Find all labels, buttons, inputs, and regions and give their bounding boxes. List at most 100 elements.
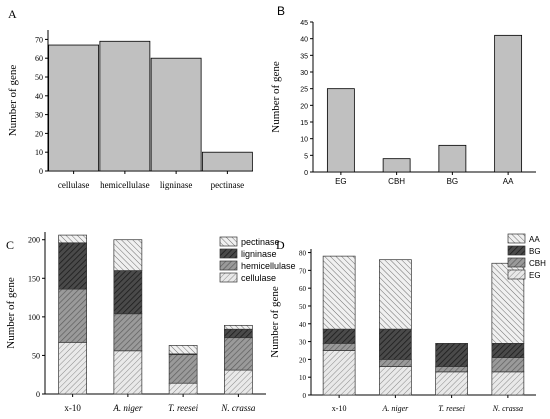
bar-segment-bg [491,343,525,358]
y-tick-label: 40 [35,92,43,101]
legend-label: ligninase [241,249,277,259]
bar [326,88,355,173]
y-tick-label: 20 [35,129,43,138]
legend-label: cellulase [241,273,276,283]
legend-label: CBH [529,259,546,268]
x-tick-label: cellulase [58,180,89,190]
y-tick-label: 60 [299,285,307,293]
legend-label: hemicellulase [241,261,296,271]
bar-segment-hemicellulase [113,313,143,352]
x-tick-label: ligninase [160,180,193,190]
y-tick-label: 10 [299,374,307,382]
bar-segment-eg [322,350,356,396]
bar-segment-ligninase [224,328,253,339]
panel-label: A [8,7,17,21]
bar-segment-aa [322,255,356,330]
x-tick-label: A. niger [381,404,409,413]
y-tick-label: 25 [300,87,308,94]
x-tick-label: N. crassa [492,404,523,413]
chart-panel-d: D 0 10 20 30 40 50 60 70 80 Number of gene x-10 A. n… [269,233,546,413]
bar-segment-pectinase [58,234,87,244]
bar-segment-ligninase [58,242,87,290]
bar-segment-eg [491,371,525,396]
bar [382,158,411,173]
panel-label: D [276,238,285,252]
y-axis-label: Number of gene [5,277,17,349]
bar-segment-cellulase [113,350,143,395]
x-tick-label: pectinase [211,180,244,190]
y-tick-label: 0 [304,170,308,177]
y-axis-label: Number of gene [7,65,19,137]
y-tick-label: 15 [300,120,308,127]
y-tick-label: 5 [304,153,308,160]
y-tick-label: 30 [35,111,43,120]
legend-label: AA [529,235,540,244]
legend-swatch [507,245,526,256]
y-axis-label: Number of gene [270,61,282,133]
legend-swatch [219,272,238,283]
y-tick-label: 200 [28,236,40,245]
y-tick-label: 70 [35,35,43,44]
bar-segment-cbh [491,357,525,373]
x-tick-label: hemicellulase [100,180,149,190]
bar-segment-hemicellulase [224,337,253,371]
bar [48,44,100,172]
y-tick-label: 50 [32,351,40,360]
y-tick-label: 20 [299,356,307,364]
y-tick-label: 0 [303,392,307,400]
bar-segment-pectinase [224,324,253,330]
y-tick-label: 35 [300,53,308,60]
y-tick-label: 10 [300,137,308,144]
y-tick-label: 45 [300,20,308,27]
legend-swatch [219,260,238,271]
bar-segment-bg [435,343,468,367]
bar [438,144,467,173]
bar-segment-cbh [379,359,412,367]
legend-label: EG [529,271,541,280]
y-tick-label: 10 [35,148,43,157]
bar-segment-ligninase [113,270,143,315]
y-tick-label: 40 [300,37,308,44]
bar-segment-eg [379,366,412,396]
x-tick-label: x-10 [332,404,347,413]
legend-swatch [507,233,526,244]
legend-swatch [507,269,526,280]
bar-segment-aa [379,259,412,330]
x-tick-label: BG [447,177,459,186]
bar-segment-cellulase [58,341,87,395]
bar-segment-hemicellulase [168,354,198,384]
y-tick-label: 80 [299,250,307,258]
bar [99,40,151,172]
y-tick-label: 30 [299,339,307,347]
x-tick-label: A. niger [112,403,142,413]
y-tick-label: 0 [36,390,40,399]
bar-segment-bg [379,328,412,360]
legend-swatch [219,236,238,247]
chart-panel-c: C 0 50 100 150 200 Number of gene x-10 A. niger T… [5,232,296,413]
legend-swatch [507,257,526,268]
bar [494,34,523,173]
legend-swatch [219,248,238,259]
bar-segment-cbh [435,366,468,373]
y-tick-label: 30 [300,70,308,77]
panel-label: C [6,238,14,252]
bar-segment-cellulase [224,369,253,395]
x-tick-label: AA [503,177,514,186]
bar-segment-cellulase [168,382,198,395]
bar-segment-hemicellulase [58,288,87,343]
y-tick-label: 70 [299,267,307,275]
x-tick-label: x-10 [64,403,81,413]
bar-segment-cbh [322,343,356,351]
legend-label: pectinase [241,237,280,247]
y-tick-label: 20 [300,103,308,110]
y-tick-label: 50 [35,73,43,82]
chart-panel-a: A 0 10 20 30 40 50 60 70 Number of gene cellulase h… [7,7,253,190]
y-tick-label: 50 [299,303,307,311]
x-tick-label: N. crassa [220,403,256,413]
bar-segment-pectinase [168,345,198,355]
bar-segment-bg [322,328,356,344]
bar-segment-pectinase [113,239,143,271]
y-tick-label: 60 [35,54,43,63]
legend-label: BG [529,247,541,256]
